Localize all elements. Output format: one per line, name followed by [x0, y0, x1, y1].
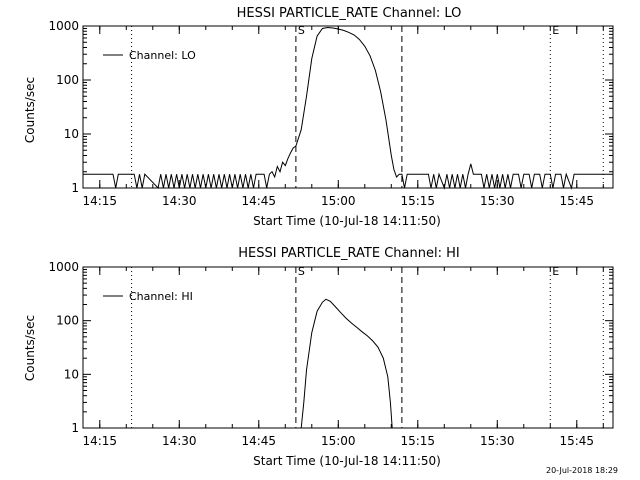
y-tick-label: 100 — [56, 73, 79, 87]
legend-label: Channel: LO — [129, 49, 196, 62]
legend-label: Channel: HI — [129, 290, 193, 303]
y-tick-label: 1000 — [48, 260, 79, 274]
y-tick-label: 1000 — [48, 19, 79, 33]
chart-title: HESSI PARTICLE_RATE Channel: LO — [237, 6, 462, 21]
x-tick-label: 15:15 — [400, 434, 435, 448]
x-tick-label: 15:45 — [559, 194, 594, 208]
footer-timestamp: 20-Jul-2018 18:29 — [545, 466, 618, 475]
plot-frame — [82, 266, 614, 429]
chart-panel-lo: HESSI PARTICLE_RATE Channel: LO Counts/s… — [23, 6, 614, 228]
time-marker-label: S — [298, 24, 305, 37]
x-tick-label: 14:45 — [241, 194, 276, 208]
x-axis-label: Start Time (10-Jul-18 14:11:50) — [253, 214, 441, 228]
y-tick-label: 10 — [64, 367, 79, 381]
x-tick-label: 15:30 — [480, 434, 515, 448]
x-tick-label: 14:15 — [82, 194, 117, 208]
chart-title: HESSI PARTICLE_RATE Channel: HI — [238, 246, 459, 261]
x-tick-label: 14:30 — [162, 434, 197, 448]
y-tick-label: 100 — [56, 314, 79, 328]
series-line — [83, 26, 613, 190]
x-tick-label: 14:30 — [162, 194, 197, 208]
plot-area: 1 10 100 1000 14:15 14:30 14:45 15:00 15:15 15:30… — [48, 19, 614, 208]
plot-area: 1 10 100 1000 14:15 14:30 14:45 15:00 15:15 15:30… — [48, 260, 614, 448]
time-marker-label: E — [552, 265, 559, 278]
chart-panel-hi: HESSI PARTICLE_RATE Channel: HI Counts/s… — [23, 246, 614, 468]
y-axis-label: Counts/sec — [23, 315, 37, 381]
x-axis-label: Start Time (10-Jul-18 14:11:50) — [253, 454, 441, 468]
x-tick-label: 15:15 — [400, 194, 435, 208]
plot-frame — [82, 25, 614, 189]
time-marker-label: E — [552, 24, 559, 37]
x-tick-label: 15:30 — [480, 194, 515, 208]
y-tick-label: 1 — [71, 181, 79, 195]
x-tick-label: 15:00 — [321, 434, 356, 448]
y-tick-label: 10 — [64, 127, 79, 141]
y-tick-label: 1 — [71, 421, 79, 435]
time-marker-label: S — [298, 265, 305, 278]
series-line — [300, 298, 393, 429]
x-tick-label: 15:00 — [321, 194, 356, 208]
x-tick-label: 15:45 — [559, 434, 594, 448]
x-tick-label: 14:15 — [82, 434, 117, 448]
x-tick-label: 14:45 — [241, 434, 276, 448]
y-axis-label: Counts/sec — [23, 77, 37, 143]
